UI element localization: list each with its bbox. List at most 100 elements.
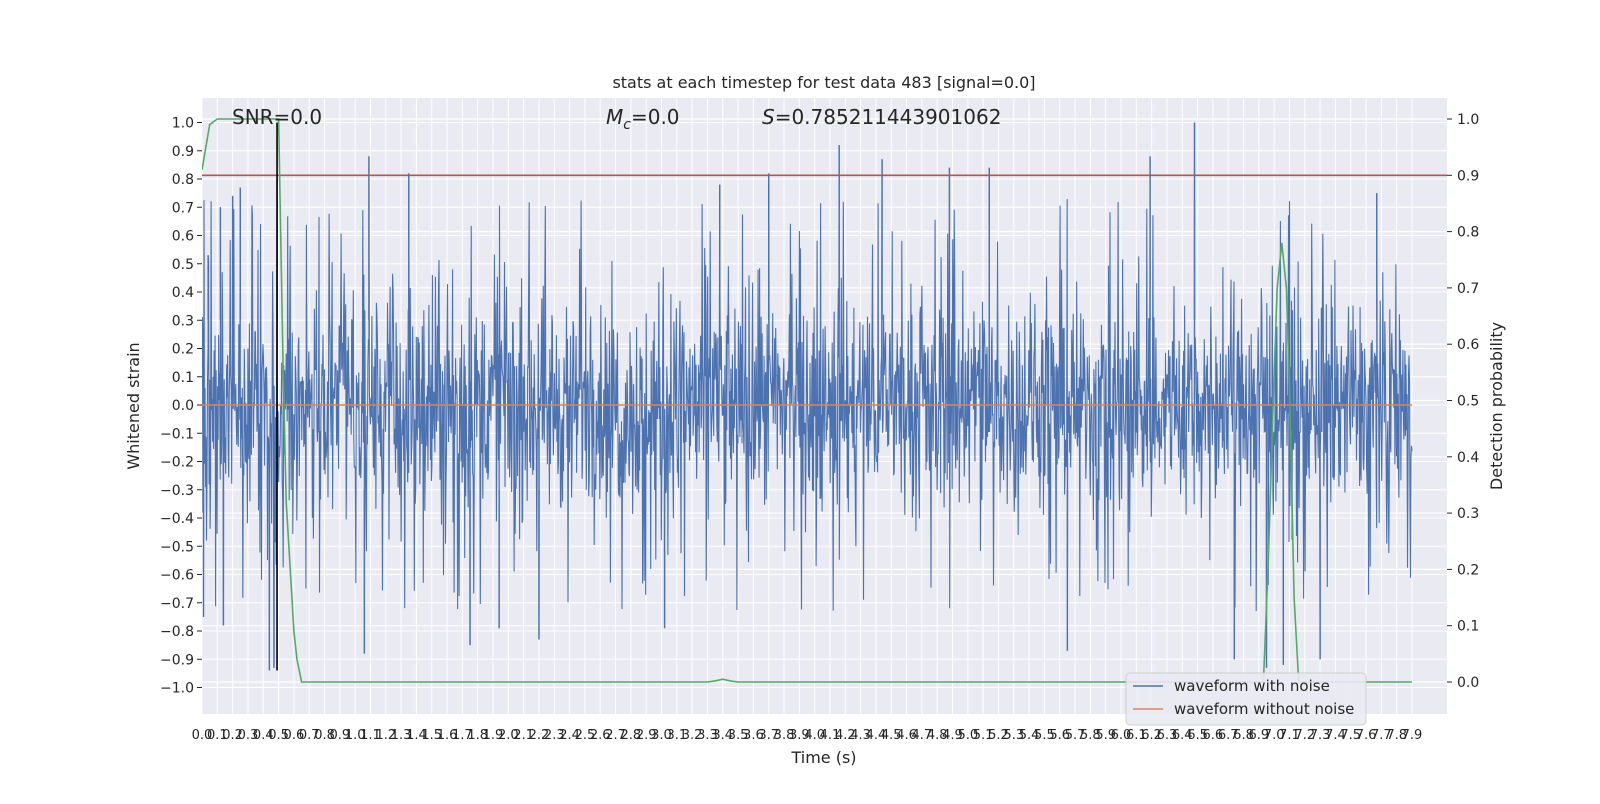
y2-tick-label: 0.1 xyxy=(1457,619,1479,635)
x-tick-label: 7.2 xyxy=(1294,728,1315,743)
y-tick-label: 0.8 xyxy=(172,172,194,188)
y-axis-right: 1.0 0.9 0.8 0.7 0.6 0.5 0.4 0.3 0.2 0.1 0.0 xyxy=(1447,112,1479,691)
x-tick-label: 3.1 xyxy=(666,728,687,743)
overlay-lines xyxy=(202,118,1447,683)
x-tick-label: 5.1 xyxy=(973,728,994,743)
y-tick-label: 0.9 xyxy=(172,144,194,160)
x-tick-label: 5.4 xyxy=(1019,728,1040,743)
x-tick-label: 2.3 xyxy=(544,728,565,743)
x-tick-label: 3.7 xyxy=(758,728,779,743)
x-tick-label: 1.5 xyxy=(421,728,442,743)
x-tick-label: 4.1 xyxy=(820,728,841,743)
x-tick-label: 4.2 xyxy=(835,728,856,743)
y2-tick-label: 0.9 xyxy=(1457,168,1479,184)
noise-trace xyxy=(202,122,1413,671)
x-tick-label: 6.1 xyxy=(1126,728,1147,743)
x-tick-label: 2.4 xyxy=(559,728,580,743)
x-tick-label: 6.7 xyxy=(1218,728,1239,743)
y-tick-label: 0.5 xyxy=(172,257,194,273)
y2-tick-label: 0.3 xyxy=(1457,506,1479,522)
x-tick-label: 3.8 xyxy=(774,728,795,743)
y2-tick-label: 0.8 xyxy=(1457,225,1479,241)
x-tick-label: 2.0 xyxy=(498,728,519,743)
x-tick-label: 2.9 xyxy=(636,728,657,743)
x-tick-label: 7.3 xyxy=(1310,728,1331,743)
x-tick-label: 3.2 xyxy=(682,728,703,743)
x-tick-label: 4.7 xyxy=(912,728,933,743)
x-tick-label: 2.2 xyxy=(529,728,550,743)
x-tick-label: 0.7 xyxy=(299,728,320,743)
x-tick-label: 0.5 xyxy=(268,728,289,743)
x-tick-label: 4.5 xyxy=(881,728,902,743)
y-tick-label: −0.6 xyxy=(160,568,194,584)
x-tick-label: 1.1 xyxy=(360,728,381,743)
x-tick-label: 1.7 xyxy=(452,728,473,743)
y2-tick-label: 0.7 xyxy=(1457,281,1479,297)
annotation-snr: SNR=0.0 xyxy=(232,105,322,129)
x-axis-label: Time (s) xyxy=(790,748,856,767)
x-tick-label: 3.4 xyxy=(712,728,733,743)
x-tick-label: 0.1 xyxy=(207,728,228,743)
x-tick-label: 4.8 xyxy=(927,728,948,743)
y-tick-label: 0.2 xyxy=(172,342,194,358)
x-tick-label: 6.3 xyxy=(1157,728,1178,743)
series-waveform-with-noise xyxy=(202,122,1413,671)
x-tick-label: 6.5 xyxy=(1187,728,1208,743)
x-tick-label: 4.0 xyxy=(804,728,825,743)
y-tick-label: −0.5 xyxy=(160,539,194,555)
x-tick-label: 5.0 xyxy=(957,728,978,743)
x-tick-label: 4.9 xyxy=(942,728,963,743)
x-tick-label: 5.8 xyxy=(1080,728,1101,743)
x-tick-label: 0.9 xyxy=(330,728,351,743)
x-tick-label: 6.2 xyxy=(1141,728,1162,743)
x-tick-label: 0.0 xyxy=(192,728,213,743)
legend-label-clean: waveform without noise xyxy=(1174,700,1354,718)
x-tick-label: 5.3 xyxy=(1003,728,1024,743)
x-tick-label: 4.6 xyxy=(896,728,917,743)
y-tick-label: 0.1 xyxy=(172,370,194,386)
x-tick-label: 6.9 xyxy=(1248,728,1269,743)
y-tick-label: 0.6 xyxy=(172,229,194,245)
annotation-chirp-mass: Mc=0.0 xyxy=(606,105,680,133)
x-tick-label: 7.7 xyxy=(1371,728,1392,743)
x-tick-label: 3.5 xyxy=(728,728,749,743)
x-tick-label: 2.8 xyxy=(621,728,642,743)
x-tick-label: 1.0 xyxy=(345,728,366,743)
y-tick-label: 1.0 xyxy=(172,116,194,132)
x-tick-label: 7.4 xyxy=(1325,728,1346,743)
x-tick-label: 7.1 xyxy=(1279,728,1300,743)
x-axis: 0.00.10.20.30.40.50.60.70.80.91.01.11.21… xyxy=(192,728,1423,743)
legend-box xyxy=(1125,672,1367,726)
x-tick-label: 4.4 xyxy=(866,728,887,743)
x-tick-label: 1.8 xyxy=(467,728,488,743)
annotation-s: S=0.785211443901062 xyxy=(762,105,1001,129)
x-tick-label: 0.3 xyxy=(238,728,259,743)
x-tick-label: 0.2 xyxy=(222,728,243,743)
chart-title: stats at each timestep for test data 483… xyxy=(612,73,1035,92)
x-tick-label: 5.7 xyxy=(1065,728,1086,743)
x-tick-label: 5.5 xyxy=(1034,728,1055,743)
x-tick-label: 7.8 xyxy=(1386,728,1407,743)
x-tick-label: 7.6 xyxy=(1356,728,1377,743)
y-tick-label: −1.0 xyxy=(160,681,194,697)
x-tick-label: 5.2 xyxy=(988,728,1009,743)
x-tick-label: 2.7 xyxy=(605,728,626,743)
legend-label-noise: waveform with noise xyxy=(1174,677,1330,695)
x-tick-label: 7.9 xyxy=(1402,728,1423,743)
y2-axis-label: Detection probability xyxy=(1487,322,1506,490)
x-tick-label: 0.8 xyxy=(314,728,335,743)
x-tick-label: 1.6 xyxy=(437,728,458,743)
x-tick-label: 6.8 xyxy=(1233,728,1254,743)
y-tick-label: −0.8 xyxy=(160,624,194,640)
x-tick-label: 3.6 xyxy=(743,728,764,743)
y2-tick-label: 0.2 xyxy=(1457,562,1479,578)
x-tick-label: 7.5 xyxy=(1340,728,1361,743)
y2-tick-label: 1.0 xyxy=(1457,112,1479,128)
x-tick-label: 1.9 xyxy=(483,728,504,743)
x-tick-label: 6.6 xyxy=(1203,728,1224,743)
x-tick-label: 3.0 xyxy=(651,728,672,743)
x-tick-label: 2.1 xyxy=(513,728,534,743)
y-tick-label: 0.3 xyxy=(172,313,194,329)
y-tick-label: −0.2 xyxy=(160,455,194,471)
